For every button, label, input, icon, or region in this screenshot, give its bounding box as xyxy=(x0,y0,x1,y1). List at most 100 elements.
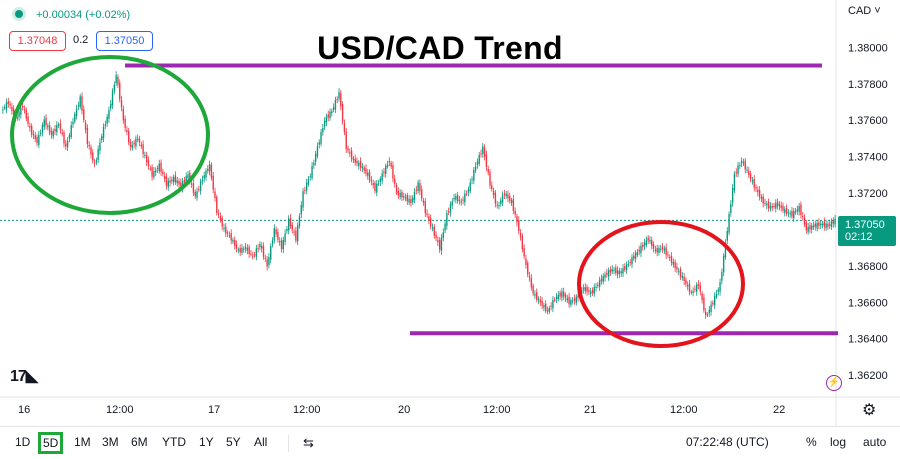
range-5y-button[interactable]: 5Y xyxy=(226,435,241,449)
candle-body xyxy=(492,190,495,196)
candle-body xyxy=(464,193,466,203)
candle-body xyxy=(282,240,284,250)
candle-body xyxy=(437,240,439,243)
candle-body xyxy=(408,198,410,203)
candle-body xyxy=(679,269,682,277)
candle-body xyxy=(70,125,72,138)
candle-body xyxy=(158,163,160,172)
range-3m-button[interactable]: 3M xyxy=(102,435,119,449)
time-tick-label: 12:00 xyxy=(106,404,134,416)
candle-body xyxy=(232,239,234,242)
candle-body xyxy=(201,179,204,182)
candle-body xyxy=(706,314,709,316)
chart-title: USD/CAD Trend xyxy=(317,30,563,66)
time-tick-label: 16 xyxy=(18,404,30,416)
range-all-button[interactable]: All xyxy=(254,435,268,449)
candle-body xyxy=(710,304,712,312)
range-1d-button[interactable]: 1D xyxy=(15,435,31,449)
current-price-value: 1.37050 xyxy=(845,219,885,231)
candle-body xyxy=(305,182,308,191)
candle-body xyxy=(607,270,610,277)
candle-body xyxy=(48,125,51,133)
ask-price-button[interactable]: 1.37050 xyxy=(96,31,153,51)
candle-body xyxy=(343,123,346,132)
candle-body xyxy=(374,182,376,192)
candle-body xyxy=(221,217,223,227)
candle-body xyxy=(176,180,178,184)
price-tick-label: 1.36400 xyxy=(848,334,888,346)
tradingview-logo-icon[interactable]: 17◣ xyxy=(10,366,38,386)
auto-toggle[interactable]: auto xyxy=(863,435,887,449)
candle-body xyxy=(394,178,396,184)
candle-body xyxy=(65,143,67,147)
candle-body xyxy=(539,299,542,303)
candle-body xyxy=(654,249,657,251)
candle-body xyxy=(111,90,114,106)
candle-body xyxy=(376,183,378,193)
candle-body xyxy=(507,194,509,199)
candle-body xyxy=(331,111,333,114)
range-6m-button[interactable]: 6M xyxy=(131,435,148,449)
range-ytd-button[interactable]: YTD xyxy=(162,435,186,449)
candle-body xyxy=(746,169,748,171)
candle-body xyxy=(248,246,250,255)
current-price-badge: 1.37050 02:12 xyxy=(838,216,896,246)
currency-selector[interactable]: CAD ˅ xyxy=(848,5,881,17)
candle-body xyxy=(172,177,175,183)
range-5d-button[interactable]: 5D xyxy=(38,432,64,454)
candle-body xyxy=(271,240,274,245)
candle-body xyxy=(652,244,655,249)
candle-body xyxy=(253,254,256,256)
candle-body xyxy=(584,287,586,292)
candle-body xyxy=(532,285,534,294)
lightning-icon[interactable]: ⚡ xyxy=(826,375,842,391)
candle-body xyxy=(505,193,507,196)
candle-body xyxy=(825,223,827,229)
price-tick-label: 1.37600 xyxy=(848,115,888,127)
candle-body xyxy=(72,121,74,125)
candle-body xyxy=(685,279,687,285)
candle-body xyxy=(514,210,516,215)
utc-clock[interactable]: 07:22:48 (UTC) xyxy=(686,435,769,449)
spread-value: 0.2 xyxy=(73,34,89,46)
log-toggle[interactable]: log xyxy=(830,435,847,449)
candle-body xyxy=(753,179,755,188)
range-1y-button[interactable]: 1Y xyxy=(199,435,214,449)
market-open-icon xyxy=(15,10,23,18)
candle-body xyxy=(403,196,405,198)
candle-body xyxy=(557,294,559,300)
percent-toggle[interactable]: % xyxy=(806,435,817,449)
candle-body xyxy=(59,123,62,131)
candle-body xyxy=(512,198,515,211)
candle-body xyxy=(194,191,196,197)
candle-body xyxy=(586,286,588,292)
candle-body xyxy=(620,271,622,274)
candle-body xyxy=(406,195,409,202)
price-tick-label: 1.37800 xyxy=(848,79,888,91)
candle-body xyxy=(690,291,693,293)
price-tick-label: 1.38000 xyxy=(848,42,888,54)
candle-body xyxy=(341,104,344,122)
candle-body xyxy=(29,126,31,128)
candle-body xyxy=(564,294,567,299)
candle-body xyxy=(419,182,421,192)
candle-body xyxy=(225,226,227,234)
gear-icon[interactable]: ⚙ xyxy=(862,402,877,419)
candle-body xyxy=(568,296,570,305)
candle-body xyxy=(349,152,351,154)
candle-body xyxy=(670,256,673,263)
candle-body xyxy=(298,216,301,227)
green-highlight-circle xyxy=(10,55,210,215)
calendar-icon[interactable]: ⇆ xyxy=(303,435,314,450)
range-1m-button[interactable]: 1M xyxy=(74,435,91,449)
candle-body xyxy=(183,179,186,183)
candle-body xyxy=(731,188,734,203)
candle-body xyxy=(476,161,479,165)
candle-body xyxy=(449,204,452,213)
candle-body xyxy=(724,242,727,258)
candle-body xyxy=(359,161,362,168)
bid-price-button[interactable]: 1.37048 xyxy=(9,31,66,51)
candle-body xyxy=(43,119,45,127)
bottom-toolbar: 1D 5D 1M 3M 6M YTD 1Y 5Y All ⇆ 07:22:48 … xyxy=(0,426,900,459)
